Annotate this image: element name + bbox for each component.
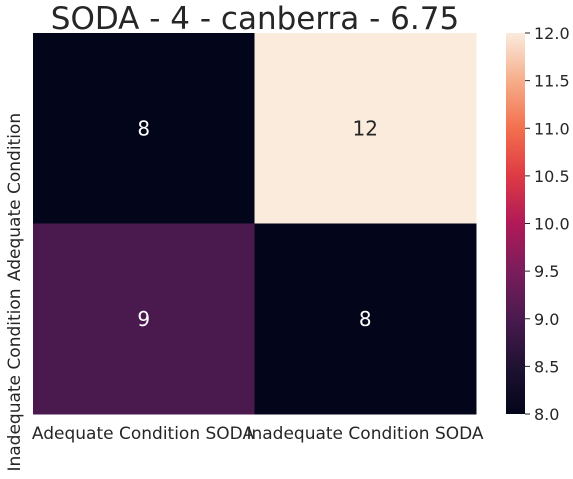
colorbar-tick-label: 9.5	[534, 262, 559, 281]
colorbar-tick-label: 11.0	[534, 119, 570, 138]
heatmap-cell	[254, 223, 477, 415]
colorbar-tick-label: 10.0	[534, 215, 570, 234]
column-label-adequate: Adequate Condition SODA	[32, 424, 255, 444]
colorbar-tick-label: 8.0	[534, 405, 559, 424]
cell-value-label: 9	[137, 307, 150, 331]
colorbar-tick-label: 8.5	[534, 357, 559, 376]
colorbar-tick-label: 12.0	[534, 24, 570, 43]
colorbar	[506, 33, 525, 414]
cell-value-label: 8	[137, 116, 150, 140]
column-label-inadequate: Inadequate Condition SODA	[246, 424, 483, 444]
row-label-adequate: Adequate Condition	[5, 113, 25, 281]
heatmap-cell	[33, 33, 255, 224]
heatmap-cell-labels: 8 12 9 8	[137, 116, 378, 331]
cell-value-label: 12	[353, 116, 378, 140]
heatmap-cells	[33, 33, 477, 415]
cell-value-label: 8	[359, 307, 372, 331]
chart-title: SODA - 4 - canberra - 6.75	[51, 1, 459, 37]
colorbar-tick-label: 11.5	[534, 72, 570, 91]
colorbar-tick-label: 10.5	[534, 167, 570, 186]
heatmap-cell	[254, 33, 477, 224]
colorbar-tick-label: 9.0	[534, 310, 559, 329]
colorbar-ticks: 8.0 8.5 9.0 9.5 10.0 10.5 11.0 11.5 12.0	[525, 24, 570, 424]
heatmap-cell	[33, 223, 255, 415]
row-label-inadequate: Inadequate Condition	[5, 288, 25, 471]
